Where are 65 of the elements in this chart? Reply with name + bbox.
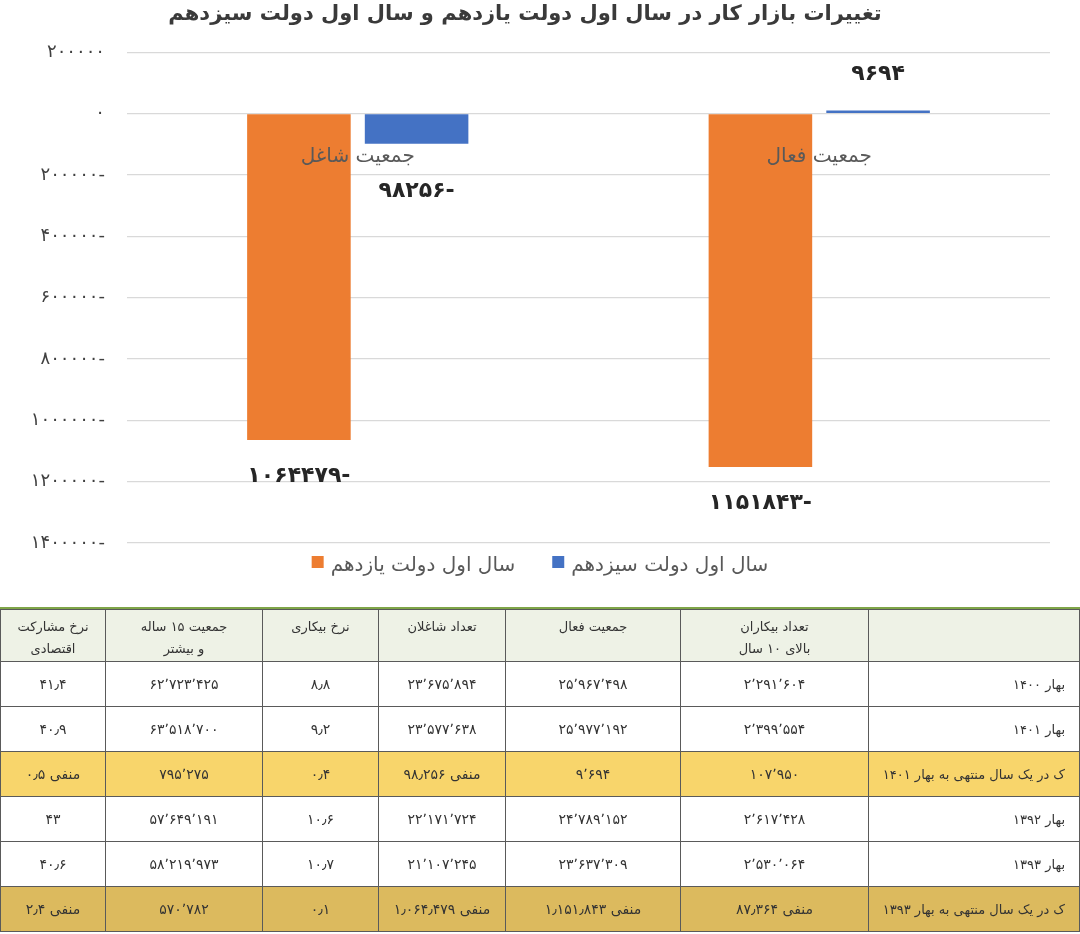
- text: ۲۱٬۱۰۷٬۲۴۵: [407, 856, 477, 872]
- text: منفی ۰٫۵: [25, 766, 81, 782]
- text: منفی ۱٫۱۵۱٫۸۴۳: [544, 901, 642, 917]
- text: ۵۸٬۲۱۹٬۹۷۳: [149, 856, 219, 872]
- text: منفی ۸۷٫۳۶۴: [735, 901, 814, 917]
- category-label: ک در یک سال منتهی به بهار ۱۳۹۳: [882, 901, 1065, 917]
- data-label: -۱۱۵۱۸۴۳: [708, 488, 812, 514]
- text: ۲٬۲۹۱٬۶۰۴: [743, 676, 806, 692]
- text: ۲۳٬۵۷۷٬۶۳۸: [407, 721, 477, 737]
- category-label: ک در یک سال منتهی به بهار ۱۴۰۱: [882, 766, 1065, 782]
- category-label: تعداد شاغلان: [378, 609, 506, 662]
- text: ۲۴٬۷۸۹٬۱۵۲: [558, 811, 628, 827]
- text: ۲٬۶۱۷٬۴۲۸: [743, 811, 806, 827]
- text: ۲۳٬۶۳۷٬۳۰۹: [558, 856, 628, 872]
- text: ۱۰٫۷: [306, 856, 335, 872]
- text: ۹٬۶۹۴: [575, 766, 611, 782]
- text: ۸٫۸: [310, 676, 331, 692]
- text: منفی ۲٫۴: [25, 901, 81, 917]
- text: ۴۰٫۶: [39, 856, 67, 872]
- y-tick-label: ۲۰۰۰۰۰-: [40, 162, 105, 184]
- category-label: بهار ۱۴۰۱: [1013, 721, 1065, 737]
- text: ۰٫۴: [310, 766, 331, 782]
- text: ۴۰٫۹: [39, 721, 67, 737]
- y-tick-label: ۶۰۰۰۰۰-: [40, 285, 105, 307]
- text: ۱۰٫۶: [306, 811, 335, 827]
- category-label: جمعیت فعال: [505, 609, 681, 662]
- text: ۷۹۵٬۲۷۵: [159, 766, 209, 782]
- text: ۰٫۱: [310, 901, 331, 917]
- text: ۲٬۳۹۹٬۵۵۴: [743, 721, 806, 737]
- text: منفی ۱٫۰۶۴٫۴۷۹: [393, 901, 491, 917]
- text: ۱۰۷٬۹۵۰: [749, 766, 800, 782]
- text: ۶۳٬۵۱۸٬۷۰۰: [149, 721, 219, 737]
- text: ۴۳: [45, 811, 61, 827]
- text: ۲۵٬۹۷۷٬۱۹۲: [558, 721, 628, 737]
- data-label: -۱۰۶۴۴۷۹: [247, 461, 351, 487]
- text: منفی ۹۸٫۲۵۶: [403, 766, 481, 782]
- category-label: جمعیت ۱۵ ساله و بیشتر: [105, 609, 263, 662]
- text: ۲۵٬۹۶۷٬۴۹۸: [558, 676, 628, 692]
- y-tick-label: ۱۴۰۰۰۰۰-: [30, 530, 105, 552]
- text: ۶۲٬۷۲۳٬۴۲۵: [149, 676, 219, 692]
- category-label: نرخ بیکاری: [262, 609, 379, 662]
- legend-label: سال اول دولت سیزدهم: [571, 552, 769, 577]
- chart-title: تغییرات بازار کار در سال اول دولت یازدهم و سال اول دولت سیزدهم: [168, 1, 882, 26]
- text: ۲۳٬۶۷۵٬۸۹۴: [407, 676, 477, 692]
- text: ۵۷٬۶۴۹٬۱۹۱: [149, 811, 219, 827]
- category-label: تعداد بیکاران بالای ۱۰ سال: [680, 609, 869, 662]
- y-tick-label: ۱۰۰۰۰۰۰-: [30, 407, 105, 429]
- category-label: بهار ۱۳۹۲: [1013, 811, 1065, 827]
- data-label: -۹۸۲۵۶: [378, 177, 455, 203]
- legend-label: سال اول دولت یازدهم: [330, 552, 516, 577]
- text: ۲۲٬۱۷۱٬۷۲۴: [407, 811, 477, 827]
- text: ۴۱٫۴: [39, 676, 67, 692]
- x-tick-label: جمعیت شاغل: [300, 142, 415, 167]
- y-tick-label: ۸۰۰۰۰۰-: [40, 346, 105, 368]
- y-tick-label: ۰: [95, 101, 105, 123]
- y-tick-label: ۴۰۰۰۰۰-: [40, 223, 105, 245]
- category-label: بهار ۱۳۹۳: [1013, 856, 1065, 872]
- text: ۲٬۵۳۰٬۰۶۴: [743, 856, 806, 872]
- text: ۵۷۰٬۷۸۲: [159, 901, 209, 917]
- text: ۹٫۲: [310, 721, 331, 737]
- category-label: نرخ مشارکت اقتصادی: [0, 609, 106, 662]
- data-label: ۹۶۹۴: [851, 60, 905, 86]
- y-tick-label: ۱۲۰۰۰۰۰-: [30, 469, 105, 491]
- category-label: بهار ۱۴۰۰: [1013, 676, 1065, 692]
- y-tick-label: ۲۰۰۰۰۰: [46, 39, 105, 61]
